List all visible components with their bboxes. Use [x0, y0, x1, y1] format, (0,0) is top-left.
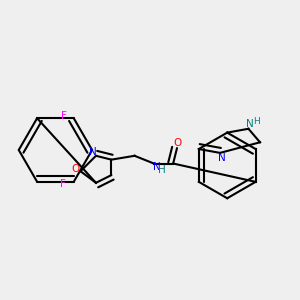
Text: N: N [247, 119, 254, 129]
Text: O: O [72, 164, 80, 173]
Text: H: H [253, 116, 260, 125]
Text: N: N [218, 152, 226, 163]
Text: H: H [158, 166, 166, 176]
Text: O: O [174, 138, 182, 148]
Text: F: F [61, 111, 67, 121]
Text: F: F [60, 179, 66, 189]
Text: N: N [89, 147, 97, 157]
Text: N: N [153, 162, 161, 172]
